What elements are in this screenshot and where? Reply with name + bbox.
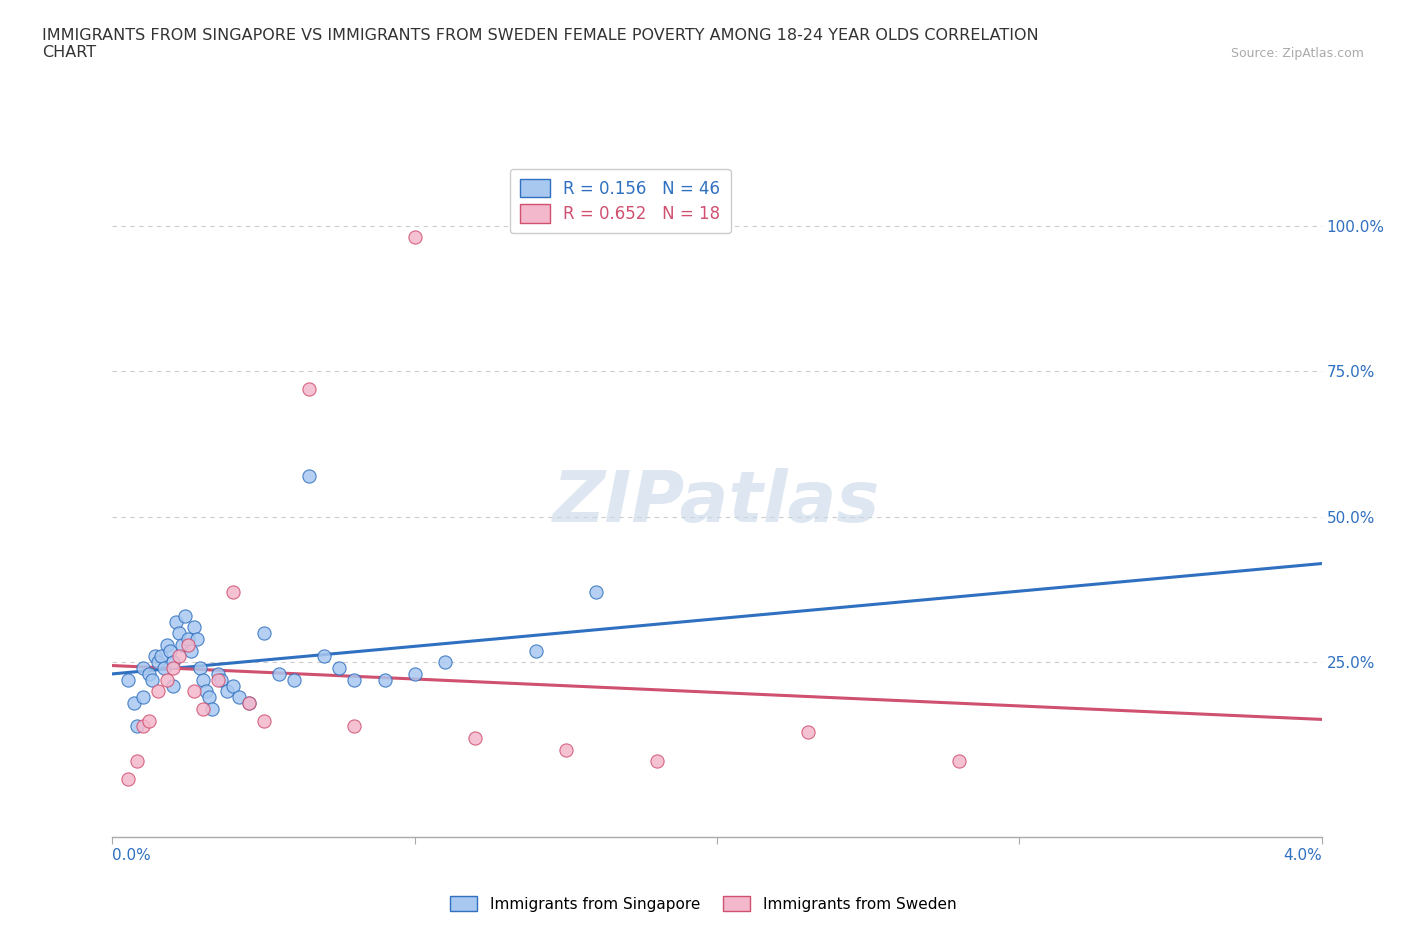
Point xyxy=(162,660,184,675)
Point xyxy=(188,660,211,675)
Point xyxy=(191,672,214,687)
Point xyxy=(156,637,179,652)
Point xyxy=(149,649,172,664)
Point xyxy=(374,672,396,687)
Point xyxy=(125,754,148,769)
Point xyxy=(165,614,187,629)
Point xyxy=(162,678,184,693)
Point xyxy=(153,660,176,675)
Point xyxy=(195,684,218,698)
Point xyxy=(267,667,290,682)
Point xyxy=(404,667,426,682)
Point xyxy=(948,754,970,769)
Point xyxy=(183,684,205,698)
Point xyxy=(143,649,166,664)
Point xyxy=(283,672,305,687)
Text: IMMIGRANTS FROM SINGAPORE VS IMMIGRANTS FROM SWEDEN FEMALE POVERTY AMONG 18-24 Y: IMMIGRANTS FROM SINGAPORE VS IMMIGRANTS … xyxy=(42,28,1039,60)
Point xyxy=(141,672,163,687)
Point xyxy=(132,660,155,675)
Point xyxy=(125,719,148,734)
Point xyxy=(180,644,202,658)
Point xyxy=(183,620,205,635)
Point xyxy=(645,754,668,769)
Point xyxy=(138,713,160,728)
Point xyxy=(159,644,181,658)
Point xyxy=(253,713,276,728)
Text: Source: ZipAtlas.com: Source: ZipAtlas.com xyxy=(1230,46,1364,60)
Point xyxy=(434,655,457,670)
Point xyxy=(198,690,221,705)
Text: 4.0%: 4.0% xyxy=(1282,848,1322,863)
Point xyxy=(201,701,224,716)
Point xyxy=(146,655,169,670)
Point xyxy=(298,381,321,396)
Point xyxy=(222,585,245,600)
Point xyxy=(312,649,335,664)
Point xyxy=(253,626,276,641)
Point xyxy=(174,608,197,623)
Point xyxy=(177,637,200,652)
Legend: Immigrants from Singapore, Immigrants from Sweden: Immigrants from Singapore, Immigrants fr… xyxy=(444,889,962,918)
Point xyxy=(191,701,214,716)
Point xyxy=(343,719,366,734)
Point xyxy=(554,742,576,757)
Point xyxy=(117,771,139,786)
Point xyxy=(146,684,169,698)
Point xyxy=(132,690,155,705)
Point xyxy=(167,626,190,641)
Point xyxy=(177,631,200,646)
Point xyxy=(209,672,232,687)
Point xyxy=(156,672,179,687)
Point xyxy=(186,631,208,646)
Point xyxy=(238,696,260,711)
Point xyxy=(222,678,245,693)
Point xyxy=(238,696,260,711)
Point xyxy=(207,667,229,682)
Text: ZIPatlas: ZIPatlas xyxy=(554,468,880,537)
Point xyxy=(132,719,155,734)
Point xyxy=(524,644,547,658)
Point xyxy=(796,724,818,739)
Text: 0.0%: 0.0% xyxy=(112,848,152,863)
Point xyxy=(138,667,160,682)
Point xyxy=(585,585,607,600)
Point xyxy=(328,660,350,675)
Point xyxy=(464,731,486,746)
Point xyxy=(117,672,139,687)
Point xyxy=(167,649,190,664)
Point xyxy=(122,696,145,711)
Point xyxy=(162,655,184,670)
Point xyxy=(343,672,366,687)
Point xyxy=(298,469,321,484)
Point xyxy=(170,637,193,652)
Legend: R = 0.156   N = 46, R = 0.652   N = 18: R = 0.156 N = 46, R = 0.652 N = 18 xyxy=(510,169,731,233)
Point xyxy=(228,690,250,705)
Point xyxy=(404,230,426,245)
Point xyxy=(217,684,239,698)
Point xyxy=(207,672,229,687)
